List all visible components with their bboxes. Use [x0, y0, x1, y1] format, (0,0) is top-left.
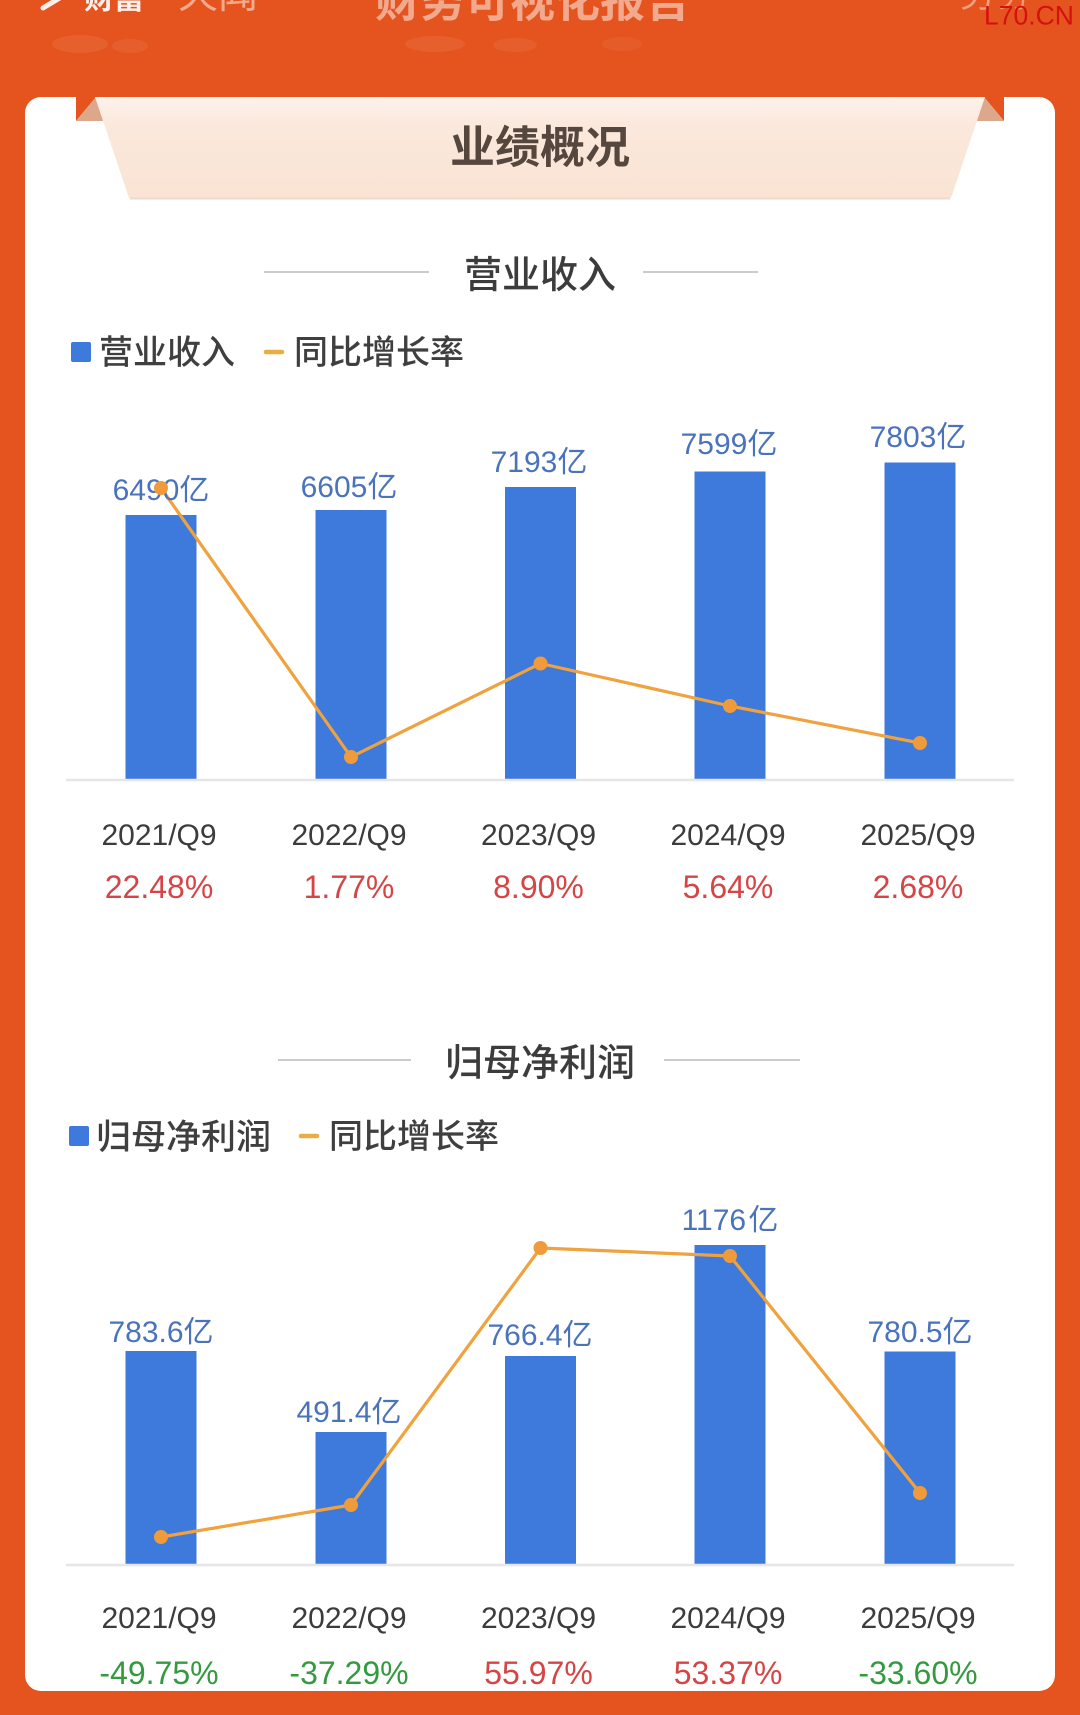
svg-text:6605: 6605 [301, 471, 368, 504]
svg-text:2025/Q9: 2025/Q9 [860, 819, 975, 852]
svg-text:2.68%: 2.68% [873, 869, 964, 905]
svg-text:6490: 6490 [113, 474, 180, 507]
svg-text:8.90%: 8.90% [493, 869, 584, 905]
svg-text:55.97%: 55.97% [484, 1655, 593, 1691]
svg-text:491.4: 491.4 [297, 1396, 372, 1429]
svg-text:7193: 7193 [491, 446, 558, 479]
svg-text:2025/Q9: 2025/Q9 [860, 1602, 975, 1635]
svg-text:2022/Q9: 2022/Q9 [291, 1602, 406, 1635]
svg-text:2024/Q9: 2024/Q9 [670, 819, 785, 852]
svg-text:7599: 7599 [681, 428, 748, 461]
svg-text:-37.29%: -37.29% [289, 1655, 408, 1691]
svg-text:22.48%: 22.48% [105, 869, 214, 905]
svg-text:7803: 7803 [870, 421, 937, 454]
svg-text:783.6: 783.6 [109, 1316, 184, 1349]
svg-text:-49.75%: -49.75% [99, 1655, 218, 1691]
svg-text:766.4: 766.4 [488, 1319, 563, 1352]
svg-text:1176: 1176 [682, 1204, 747, 1237]
svg-text:5.64%: 5.64% [683, 869, 774, 905]
svg-text:780.5: 780.5 [868, 1316, 943, 1349]
svg-text:-33.60%: -33.60% [858, 1655, 977, 1691]
svg-text:2022/Q9: 2022/Q9 [291, 819, 406, 852]
svg-text:2021/Q9: 2021/Q9 [101, 1602, 216, 1635]
svg-text:L70.CN: L70.CN [984, 1, 1074, 31]
svg-text:2023/Q9: 2023/Q9 [481, 1602, 596, 1635]
svg-text:1.77%: 1.77% [304, 869, 395, 905]
svg-text:2021/Q9: 2021/Q9 [101, 819, 216, 852]
svg-text:2024/Q9: 2024/Q9 [670, 1602, 785, 1635]
svg-text:53.37%: 53.37% [674, 1655, 783, 1691]
svg-text:2023/Q9: 2023/Q9 [481, 819, 596, 852]
